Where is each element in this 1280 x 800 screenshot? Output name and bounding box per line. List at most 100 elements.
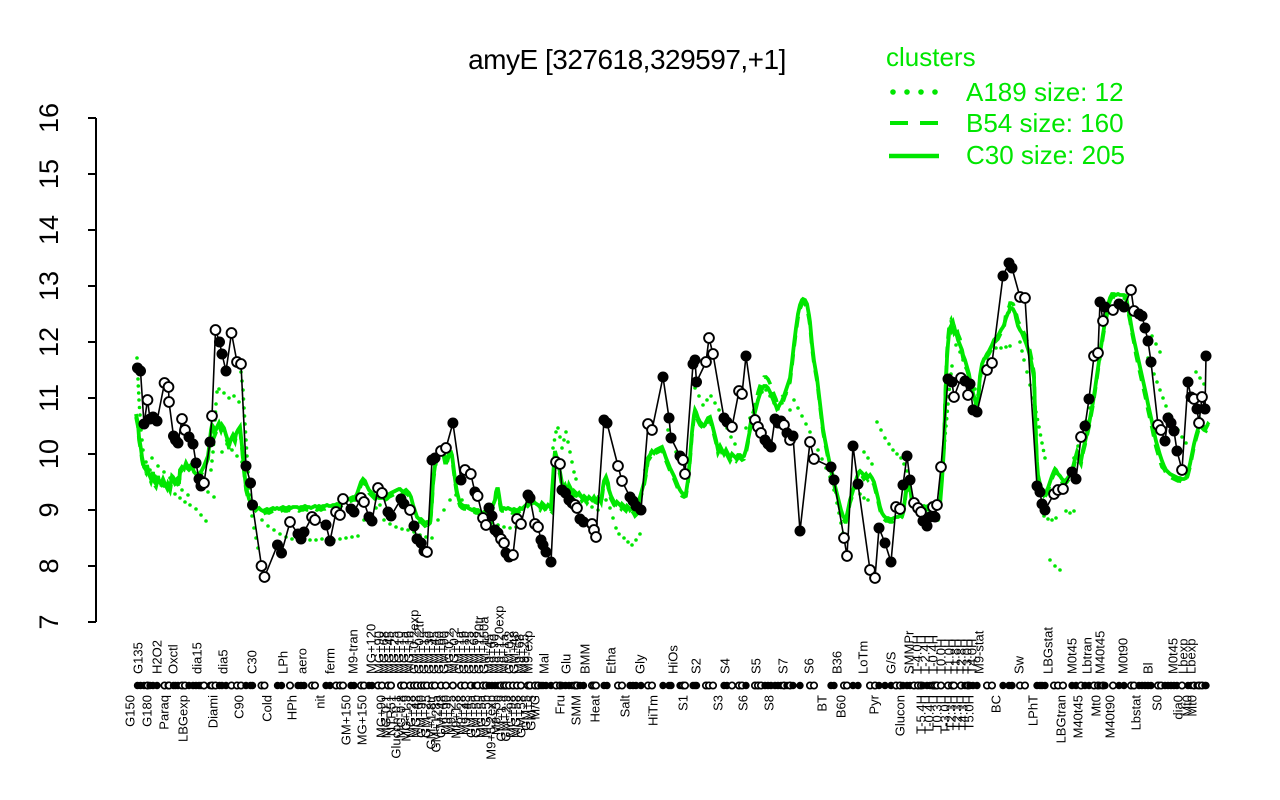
svg-text:SMMPr: SMMPr [902, 630, 917, 674]
svg-text:ferm: ferm [323, 648, 338, 674]
svg-text:T5.0H: T5.0H [962, 695, 977, 730]
svg-text:dia15: dia15 [190, 642, 205, 674]
svg-text:MG+120: MG+120 [364, 624, 379, 674]
svg-text:GM+5: GM+5 [519, 695, 534, 731]
svg-text:GM+48: GM+48 [434, 695, 449, 738]
svg-text:dia5: dia5 [216, 649, 231, 674]
svg-text:G/S: G/S [884, 651, 899, 674]
svg-text:GM+5: GM+5 [524, 695, 539, 731]
svg-text:GM-0.2: GM-0.2 [502, 631, 517, 674]
svg-text:M9+1a: M9+1a [497, 633, 512, 674]
svg-text:LBGtran: LBGtran [1054, 695, 1069, 743]
svg-text:GM+90: GM+90 [437, 631, 452, 674]
svg-text:M9-tran: M9-tran [346, 629, 361, 674]
svg-text:T4.3H: T4.3H [956, 695, 971, 730]
svg-text:M9+25: M9+25 [517, 634, 532, 674]
svg-text:MG-0.8: MG-0.8 [394, 695, 409, 738]
svg-text:M0t90: M0t90 [1116, 638, 1131, 674]
svg-text:GM+25: GM+25 [419, 695, 434, 738]
svg-text:Etha: Etha [604, 646, 619, 674]
svg-text:B60: B60 [834, 695, 849, 718]
svg-text:GM+90: GM+90 [414, 695, 429, 738]
svg-text:Lbtran: Lbtran [1080, 637, 1095, 674]
svg-text:MG-0.2: MG-0.2 [442, 631, 457, 674]
svg-text:MG+48: MG+48 [409, 695, 424, 738]
svg-text:M9+48: M9+48 [459, 695, 474, 735]
svg-text:S6: S6 [802, 658, 817, 674]
svg-text:Lbexp: Lbexp [1184, 639, 1199, 674]
svg-text:MG+68: MG+68 [377, 631, 392, 674]
svg-text:T2.3H: T2.3H [950, 695, 965, 730]
svg-text:MG+25: MG+25 [387, 631, 402, 674]
svg-text:11: 11 [34, 384, 64, 412]
svg-text:MG+1a: MG+1a [397, 630, 412, 674]
svg-text:S7: S7 [776, 658, 791, 674]
svg-text:Mal: Mal [537, 653, 552, 674]
svg-text:M0t45: M0t45 [1065, 638, 1080, 674]
svg-text:S2: S2 [689, 658, 704, 674]
svg-text:GM-0.2exp: GM-0.2exp [407, 610, 422, 674]
svg-text:MG+1.9: MG+1.9 [399, 695, 414, 742]
svg-text:T2.8H: T2.8H [954, 639, 969, 674]
svg-text:Sw: Sw [1012, 655, 1027, 674]
svg-text:BC: BC [989, 695, 1004, 713]
svg-text:Fru: Fru [553, 695, 568, 715]
svg-text:T-0.4H: T-0.4H [922, 695, 937, 734]
svg-text:T-5.4H: T-5.4H [914, 695, 929, 734]
svg-text:S3: S3 [711, 695, 726, 711]
svg-text:MG+58: MG+58 [509, 695, 524, 738]
svg-text:GM+1b: GM+1b [457, 631, 472, 674]
svg-text:C30 size: 205: C30 size: 205 [966, 140, 1125, 170]
svg-text:M9-exp: M9-exp [521, 631, 536, 674]
svg-text:Oxctl: Oxctl [166, 644, 181, 674]
svg-text:LPhT: LPhT [1026, 695, 1041, 726]
svg-text:GM+30: GM+30 [422, 631, 437, 674]
svg-text:GM+150a: GM+150a [477, 616, 492, 674]
svg-text:HiTm: HiTm [646, 695, 661, 726]
svg-text:GM+0.2tr: GM+0.2tr [412, 619, 427, 674]
svg-text:G150: G150 [123, 695, 138, 727]
svg-text:nit: nit [313, 695, 328, 709]
svg-text:GM+150: GM+150 [339, 695, 354, 745]
svg-text:B36: B36 [830, 651, 845, 674]
svg-text:Glu: Glu [559, 654, 574, 674]
svg-text:S6: S6 [736, 695, 751, 711]
svg-text:MG+90: MG+90 [374, 695, 389, 738]
svg-text:MG+5b: MG+5b [479, 695, 494, 738]
svg-text:LPh: LPh [276, 651, 291, 674]
svg-text:Mt0: Mt0 [1089, 695, 1104, 717]
svg-text:GM+15: GM+15 [417, 631, 432, 674]
svg-text:S5: S5 [749, 658, 764, 674]
svg-text:B54 size: 160: B54 size: 160 [966, 108, 1124, 138]
svg-text:T2.3H: T2.3H [944, 695, 959, 730]
svg-text:T3.0H: T3.0H [960, 639, 975, 674]
svg-text:T0.3H: T0.3H [930, 695, 945, 730]
svg-text:T-3.0H: T-3.0H [938, 695, 953, 734]
svg-text:T0.0H: T0.0H [934, 639, 949, 674]
svg-text:MG+45: MG+45 [382, 631, 397, 674]
svg-text:GM+2.9: GM+2.9 [499, 695, 514, 742]
svg-text:GM+48: GM+48 [507, 631, 522, 674]
svg-text:14: 14 [34, 215, 64, 245]
svg-text:Heat: Heat [588, 695, 603, 723]
svg-text:13: 13 [34, 271, 64, 301]
svg-text:Glucon: Glucon [893, 695, 908, 736]
svg-text:GM+1a: GM+1a [452, 630, 467, 674]
svg-text:G135: G135 [131, 642, 146, 674]
svg-text:M9+25: M9+25 [444, 695, 459, 735]
svg-text:G180: G180 [140, 695, 155, 727]
svg-text:M40t45: M40t45 [1093, 631, 1108, 674]
svg-text:M9+45: M9+45 [482, 634, 497, 674]
svg-text:GM+120tr: GM+120tr [472, 615, 487, 674]
svg-text:Diami: Diami [206, 695, 221, 728]
svg-text:LBGstat: LBGstat [1041, 627, 1056, 674]
svg-text:Lbstat: Lbstat [1129, 695, 1144, 731]
svg-text:GM+58: GM+58 [514, 695, 529, 738]
svg-text:Bl: Bl [1141, 662, 1156, 674]
svg-text:S4: S4 [718, 658, 733, 674]
svg-text:BMM: BMM [578, 644, 593, 674]
svg-text:NTR51: NTR51 [384, 695, 399, 736]
svg-text:8: 8 [34, 558, 64, 573]
svg-text:GM+5b: GM+5b [469, 695, 484, 738]
svg-text:M9-stat: M9-stat [972, 630, 987, 674]
